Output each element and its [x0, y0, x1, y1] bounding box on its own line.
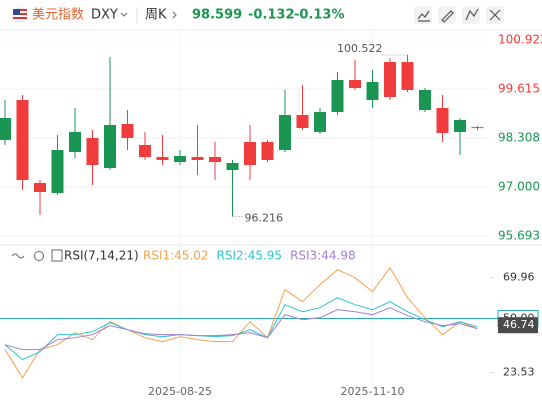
candle-body — [16, 100, 29, 180]
candle-body — [384, 62, 396, 98]
candle-body — [471, 127, 484, 129]
candle-body — [331, 80, 344, 113]
y-tick-label: 95.693 — [498, 229, 540, 243]
y-tick-label: 98.308 — [498, 131, 540, 145]
candle-body — [349, 80, 361, 89]
candle-body — [156, 156, 169, 160]
candle-body — [86, 137, 99, 165]
legend-entry: RSI2:45.95 — [217, 249, 283, 263]
index-name: 美元指数 — [32, 8, 84, 23]
candle-body — [296, 115, 309, 129]
candle-body — [436, 107, 449, 134]
rsi-line — [4, 297, 478, 361]
candle-body — [209, 156, 221, 162]
y-tick-label: 97.000 — [498, 180, 540, 194]
change: -0.132 — [248, 8, 295, 23]
candle-body — [51, 149, 64, 193]
flag-icon — [12, 7, 28, 23]
candle-body — [419, 89, 431, 111]
toolbar[interactable] — [414, 6, 504, 24]
candle-body — [279, 115, 291, 150]
x-tick-label: 2025-08-25 — [148, 385, 212, 398]
y-tick-label: 100.922 — [498, 33, 542, 47]
lock-icon[interactable] — [51, 249, 63, 262]
y-tick-label: 69.96 — [503, 271, 535, 284]
y-tick-label: 23.53 — [503, 366, 535, 379]
legend-entry: RSI3:44.98 — [290, 249, 356, 263]
candle-body — [191, 156, 204, 160]
x-tick-label: 2025-11-10 — [341, 385, 405, 398]
candle-body — [366, 82, 379, 101]
candle-body — [454, 119, 466, 132]
rsi-line — [4, 307, 478, 351]
change-pct: -0.13% — [294, 8, 345, 23]
marker-label: 46.74 — [503, 318, 535, 331]
low-annotation: 96.216 — [245, 211, 284, 224]
candle-body — [0, 118, 11, 141]
candle-body — [174, 155, 186, 162]
symbol[interactable]: DXY — [91, 8, 118, 23]
dropdown-arrow — [172, 11, 177, 19]
rsi-line — [4, 266, 478, 379]
candle-body — [34, 182, 46, 192]
high-annotation: 100.522 — [337, 42, 383, 55]
settings-icon[interactable] — [34, 251, 44, 261]
marker-box — [498, 317, 538, 334]
candle-body — [261, 141, 274, 160]
candle-body — [121, 124, 134, 138]
candle-body — [314, 112, 326, 132]
price: 98.599 — [192, 8, 242, 23]
dropdown-arrow — [120, 12, 128, 17]
y-tick-label: 99.615 — [498, 82, 540, 96]
candle-body — [69, 131, 81, 153]
candle-body — [104, 125, 116, 168]
legend-entry: RSI1:45.02 — [143, 249, 209, 263]
wave-icon[interactable] — [11, 253, 25, 259]
candle-body — [401, 62, 414, 90]
indicator-title: RSI(7,14,21) — [64, 249, 139, 263]
candle-body — [244, 141, 256, 165]
candle-body — [226, 162, 239, 171]
period[interactable]: 周K — [145, 8, 167, 23]
candle-body — [139, 144, 151, 157]
